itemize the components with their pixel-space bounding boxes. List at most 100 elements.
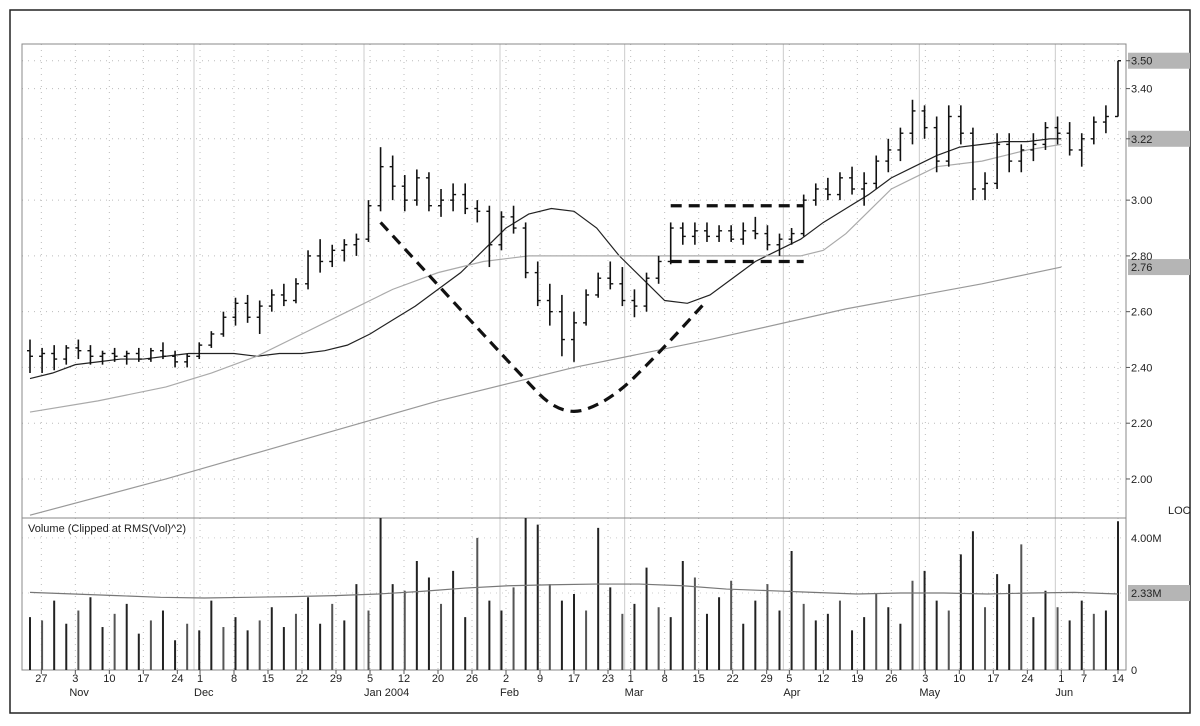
price-bar — [921, 105, 928, 139]
price-bar — [39, 347, 46, 374]
volume-tick-label: 2.33M — [1131, 588, 1162, 600]
price-tick-label: 3.40 — [1131, 84, 1152, 96]
price-bar — [897, 127, 904, 162]
price-tag-label: 3.50 — [1131, 56, 1152, 68]
x-day-label: 2 — [503, 673, 509, 685]
volume-tick-label: 4.00M — [1131, 533, 1162, 545]
x-day-label: 5 — [786, 673, 792, 685]
x-day-label: 8 — [231, 673, 237, 685]
x-day-label: 15 — [693, 673, 705, 685]
price-bar — [583, 289, 590, 326]
price-bar — [945, 105, 952, 167]
price-tick-label: 2.20 — [1131, 418, 1152, 430]
price-bar — [667, 222, 674, 265]
price-bar — [498, 211, 505, 251]
price-bar — [438, 188, 445, 217]
price-tick-label: 3.00 — [1131, 195, 1152, 207]
price-bar — [994, 133, 1001, 189]
x-day-label: 22 — [296, 673, 308, 685]
price-bar — [1115, 60, 1121, 118]
price-bar — [788, 228, 795, 245]
volume-tick-label: 0 — [1131, 665, 1137, 677]
x-axis: 27 3 10 17 24 1 8 15 22 29 5 12 20 26 2 9 17 23 1 8 15 22 29 5 1… — [35, 670, 1124, 699]
price-bar — [571, 311, 577, 362]
price-tag-label: 2.76 — [1131, 262, 1152, 274]
price-tick-label: 2.40 — [1131, 362, 1152, 374]
price-bar — [1078, 133, 1085, 167]
price-bar — [776, 233, 783, 256]
price-bar — [1018, 144, 1025, 173]
price-bar — [655, 255, 662, 284]
price-bar — [933, 116, 940, 173]
price-bar — [220, 311, 227, 337]
price-bar — [1102, 105, 1109, 134]
price-bar — [691, 222, 698, 245]
price-bar — [425, 172, 432, 212]
price-bar — [595, 272, 602, 298]
price-bar — [728, 225, 735, 242]
cup-handle-overlays — [379, 204, 804, 413]
x-day-label: 24 — [171, 673, 183, 685]
price-bar — [232, 297, 239, 326]
price-bar — [607, 261, 614, 290]
price-bar — [196, 342, 203, 360]
pattern-cup — [379, 221, 709, 413]
x-month-label: Mar — [625, 687, 644, 699]
price-bar — [752, 216, 759, 240]
x-day-label: 12 — [398, 673, 410, 685]
price-tag-label: 3.22 — [1131, 134, 1152, 146]
x-day-label: 12 — [817, 673, 829, 685]
price-bar — [111, 347, 118, 362]
price-bar — [329, 244, 336, 268]
x-day-label: 26 — [885, 673, 897, 685]
price-bar — [208, 331, 215, 348]
moving-average-line — [29, 138, 1062, 380]
price-bar — [558, 294, 565, 357]
price-bar — [87, 345, 94, 365]
x-day-label: 5 — [367, 673, 373, 685]
price-bar — [1030, 133, 1037, 162]
x-day-label: 1 — [197, 673, 203, 685]
moving-average-line — [29, 266, 1062, 516]
price-bar — [377, 147, 384, 212]
moving-average-lines — [29, 138, 1062, 516]
x-day-label: 9 — [537, 673, 543, 685]
price-bar — [522, 222, 529, 279]
price-bar — [1006, 133, 1013, 173]
price-bar — [184, 353, 191, 368]
price-bar — [873, 155, 880, 189]
x-day-label: 17 — [568, 673, 580, 685]
price-tag — [1128, 52, 1190, 69]
price-bar — [172, 350, 179, 368]
price-bar — [159, 342, 166, 360]
x-month-label: Jun — [1055, 687, 1073, 699]
price-bar — [450, 183, 457, 212]
price-bar — [244, 294, 251, 323]
x-day-label: 15 — [262, 673, 274, 685]
volume-ma-line — [29, 583, 1119, 599]
price-bar — [63, 345, 70, 365]
price-bar — [256, 300, 263, 334]
x-day-label: 24 — [1021, 673, 1033, 685]
price-tag — [1128, 259, 1190, 276]
price-bar — [969, 127, 976, 201]
price-bar — [909, 99, 916, 145]
price-bar — [135, 347, 142, 362]
price-bar — [957, 105, 964, 145]
price-bar — [353, 233, 360, 256]
price-bar — [982, 172, 989, 201]
price-bar — [1054, 116, 1061, 145]
price-bar — [147, 347, 154, 362]
volume-bars — [29, 518, 1119, 670]
price-bar — [317, 239, 324, 273]
x-month-label: Feb — [500, 687, 519, 699]
price-bar — [546, 283, 553, 326]
price-axis: 3.50 3.22 2.76 2.00 2.20 2.40 2.60 2.80 3.00 3.40 — [1126, 52, 1190, 486]
x-day-label: 14 — [1112, 673, 1124, 685]
price-bar — [486, 205, 493, 268]
price-bar — [99, 350, 106, 365]
price-bar — [836, 172, 843, 201]
x-month-label: Dec — [194, 687, 214, 699]
